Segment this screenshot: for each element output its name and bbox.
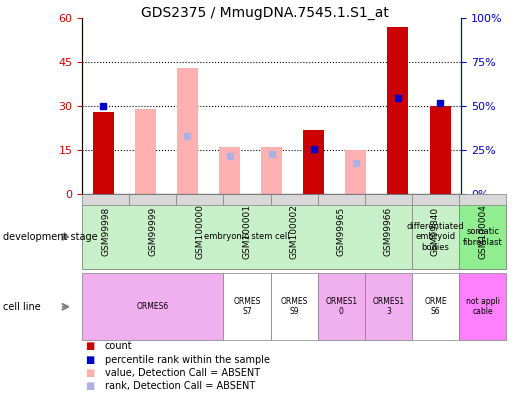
- Text: value, Detection Call = ABSENT: value, Detection Call = ABSENT: [105, 368, 260, 378]
- Text: ORMES
S7: ORMES S7: [233, 297, 261, 316]
- Bar: [93, 112, 114, 194]
- Text: development stage: development stage: [3, 232, 98, 242]
- Text: rank, Detection Call = ABSENT: rank, Detection Call = ABSENT: [105, 382, 255, 391]
- Text: GSM100001: GSM100001: [243, 205, 252, 259]
- Text: GSM99840: GSM99840: [431, 207, 440, 256]
- Text: GSM99966: GSM99966: [384, 207, 393, 256]
- Bar: [346, 150, 366, 194]
- Text: not appli
cable: not appli cable: [465, 297, 500, 316]
- Text: ORMES1
0: ORMES1 0: [325, 297, 357, 316]
- Bar: [303, 130, 324, 194]
- Text: GSM99999: GSM99999: [148, 207, 157, 256]
- Text: ORMES
S9: ORMES S9: [280, 297, 308, 316]
- Text: differentiated
embryoid
bodies: differentiated embryoid bodies: [407, 222, 464, 252]
- Text: GDS2375 / MmugDNA.7545.1.S1_at: GDS2375 / MmugDNA.7545.1.S1_at: [141, 6, 389, 20]
- Text: ■: ■: [85, 382, 94, 391]
- Text: GSM100000: GSM100000: [196, 205, 205, 259]
- Text: GSM99998: GSM99998: [101, 207, 110, 256]
- Text: cell line: cell line: [3, 302, 40, 312]
- Text: GSM100004: GSM100004: [478, 205, 487, 259]
- Text: embryonic stem cell: embryonic stem cell: [204, 232, 290, 241]
- Text: ORMES1
3: ORMES1 3: [372, 297, 404, 316]
- Text: count: count: [105, 341, 132, 351]
- Bar: [177, 68, 198, 194]
- Text: ORMES6: ORMES6: [137, 302, 169, 311]
- Text: ORME
S6: ORME S6: [424, 297, 447, 316]
- Bar: [219, 147, 240, 194]
- Text: percentile rank within the sample: percentile rank within the sample: [105, 355, 270, 364]
- Bar: [135, 109, 156, 194]
- Text: ■: ■: [85, 368, 94, 378]
- Text: somatic
fibroblast: somatic fibroblast: [463, 227, 502, 247]
- Bar: [261, 147, 282, 194]
- Text: ■: ■: [85, 341, 94, 351]
- Bar: [387, 27, 409, 194]
- Text: GSM99965: GSM99965: [337, 207, 346, 256]
- Text: GSM100002: GSM100002: [290, 205, 298, 259]
- Text: ■: ■: [85, 355, 94, 364]
- Bar: [429, 107, 450, 194]
